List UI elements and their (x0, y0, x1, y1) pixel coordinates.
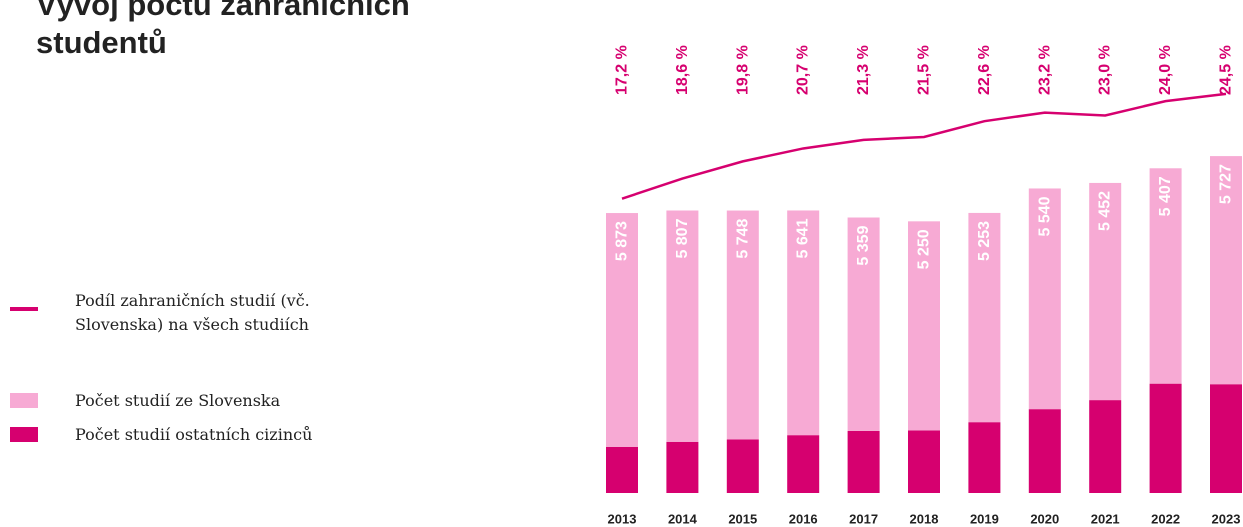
bar (1028, 409, 1061, 493)
bar (847, 430, 880, 493)
value-label: 17,2 % (614, 45, 631, 95)
bar (666, 210, 699, 442)
value-label: 5 727 (1218, 164, 1235, 204)
bar (1210, 156, 1242, 385)
bar (968, 212, 1001, 423)
chart-title: Vývoj počtu zahraničních studentů (36, 0, 410, 60)
value-label: 22,6 % (976, 45, 993, 95)
x-tick-label: 2021 (1091, 512, 1120, 527)
bar (908, 221, 940, 431)
bar (968, 422, 1001, 493)
value-label: 5 407 (1157, 176, 1174, 216)
line (621, 92, 1227, 200)
bar (1089, 182, 1122, 401)
x-tick-label: 2022 (1151, 512, 1180, 527)
x-tick-label: 2023 (1212, 512, 1241, 527)
value-label: 18,6 % (674, 45, 691, 95)
bar (1149, 168, 1182, 384)
bar (606, 213, 638, 447)
x-tick-label: 2019 (970, 512, 999, 527)
legend-label: Počet studií ze Slovenska (75, 391, 281, 410)
bar (666, 441, 699, 493)
legend-label: Podíl zahraničních studií (vč. Slovenska… (75, 291, 310, 334)
bar (787, 435, 820, 493)
x-tick-label: 2014 (668, 512, 698, 527)
value-label: 5 253 (976, 221, 993, 261)
bar (847, 217, 880, 431)
value-label: 21,3 % (855, 45, 872, 95)
x-tick-label: 2020 (1030, 512, 1059, 527)
value-label: 21,5 % (916, 45, 933, 95)
bar (1028, 188, 1061, 410)
value-label: 5 359 (855, 225, 872, 265)
value-label: 23,2 % (1036, 45, 1053, 95)
legend-swatch (10, 307, 38, 311)
value-label: 23,0 % (1097, 45, 1114, 95)
bar (606, 446, 638, 493)
bar (1149, 383, 1182, 493)
x-tick-label: 2016 (789, 512, 818, 527)
bar (726, 439, 759, 493)
bar (908, 430, 940, 493)
value-label: 5 748 (734, 218, 751, 258)
value-label: 24,0 % (1157, 45, 1174, 95)
bar (726, 210, 759, 440)
bar (787, 210, 820, 436)
value-label: 5 452 (1097, 191, 1114, 231)
bar (1210, 384, 1242, 493)
value-label: 20,7 % (795, 45, 812, 95)
x-tick-label: 2013 (608, 512, 637, 527)
x-tick-label: 2015 (728, 512, 757, 527)
legend-label: Počet studií ostatních cizinců (75, 425, 313, 444)
value-label: 19,8 % (734, 45, 751, 95)
legend-swatch (10, 393, 38, 408)
value-label: 5 641 (795, 218, 812, 258)
value-label: 5 540 (1036, 196, 1053, 236)
value-label: 5 807 (674, 218, 691, 258)
value-label: 5 250 (916, 229, 933, 269)
value-label: 24,5 % (1218, 45, 1235, 95)
value-label: 5 873 (614, 221, 631, 261)
x-tick-label: 2018 (910, 512, 939, 527)
x-tick-label: 2017 (849, 512, 878, 527)
legend-swatch (10, 427, 38, 442)
bar (1089, 400, 1122, 493)
